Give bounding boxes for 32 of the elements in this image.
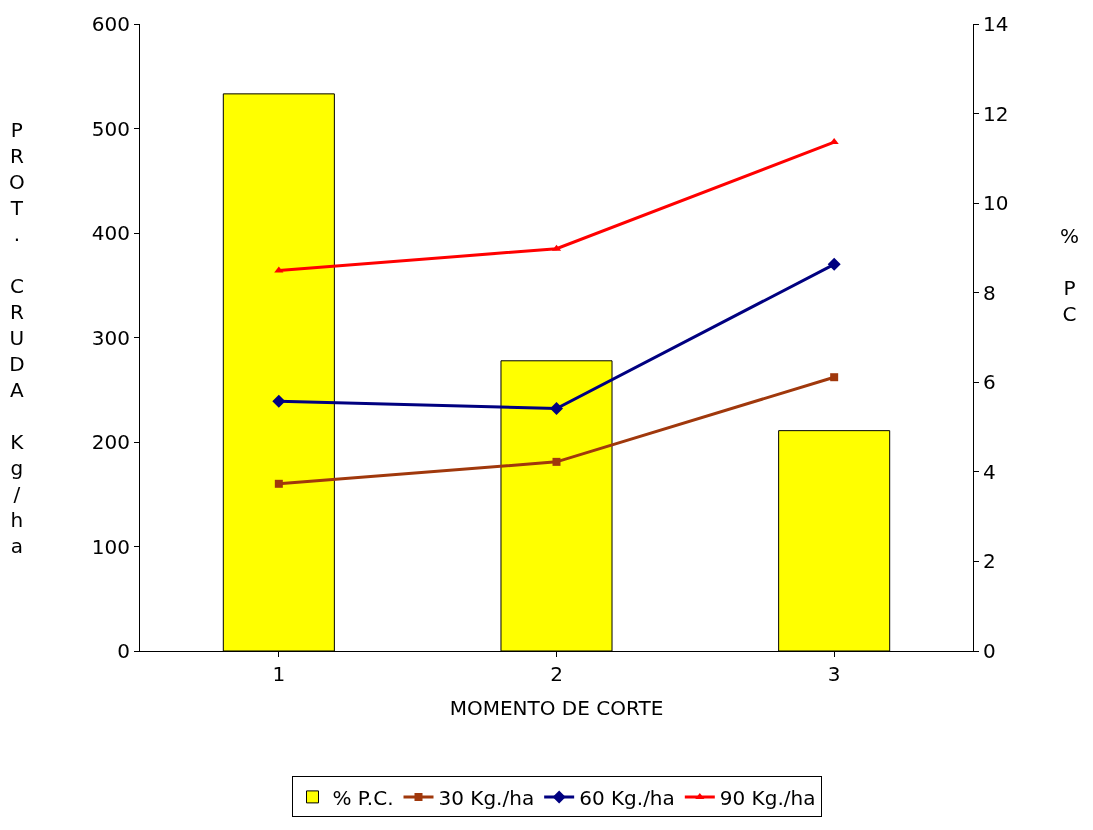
point [827, 257, 841, 271]
y-tick-label: 400 [91, 221, 130, 245]
legend-label: % P.C. [332, 785, 394, 810]
y2-tick-label: 4 [983, 459, 996, 484]
point [550, 402, 563, 416]
y2-tick-label: 2 [983, 549, 996, 574]
y-tick-label: 500 [91, 116, 130, 141]
x-tick-label: 1 [272, 662, 286, 686]
point [274, 479, 283, 488]
legend-label: 30 Kg./ha [438, 785, 535, 810]
y2-tick-label: 10 [983, 191, 1009, 216]
y2-tick-label: 8 [983, 280, 996, 305]
x-tick-label: 2 [550, 662, 563, 686]
point [552, 457, 561, 466]
legend-label: 60 Kg./ha [579, 785, 675, 810]
y2-tick-label: 0 [983, 639, 996, 663]
y-tick-label: 200 [91, 430, 130, 454]
x-axis-title: MOMENTO DE CORTE [449, 695, 664, 720]
point [274, 266, 284, 273]
y2-tick-label: 12 [983, 101, 1009, 126]
y-tick-label: 300 [91, 325, 130, 350]
text: % PC [1060, 224, 1080, 326]
x-tick-label: 3 [827, 662, 841, 686]
point [272, 394, 286, 408]
y-tick-label: 600 [91, 12, 130, 36]
legend-label: 90 Kg./ha [719, 785, 816, 810]
y2-tick-label: 14 [983, 12, 1009, 36]
y-tick-label: 0 [117, 639, 130, 663]
y2-tick-label: 6 [983, 370, 996, 395]
text: PROT. CRUDA Kg/ha [9, 118, 25, 558]
point [830, 373, 839, 382]
y-tick-label: 100 [91, 534, 130, 559]
